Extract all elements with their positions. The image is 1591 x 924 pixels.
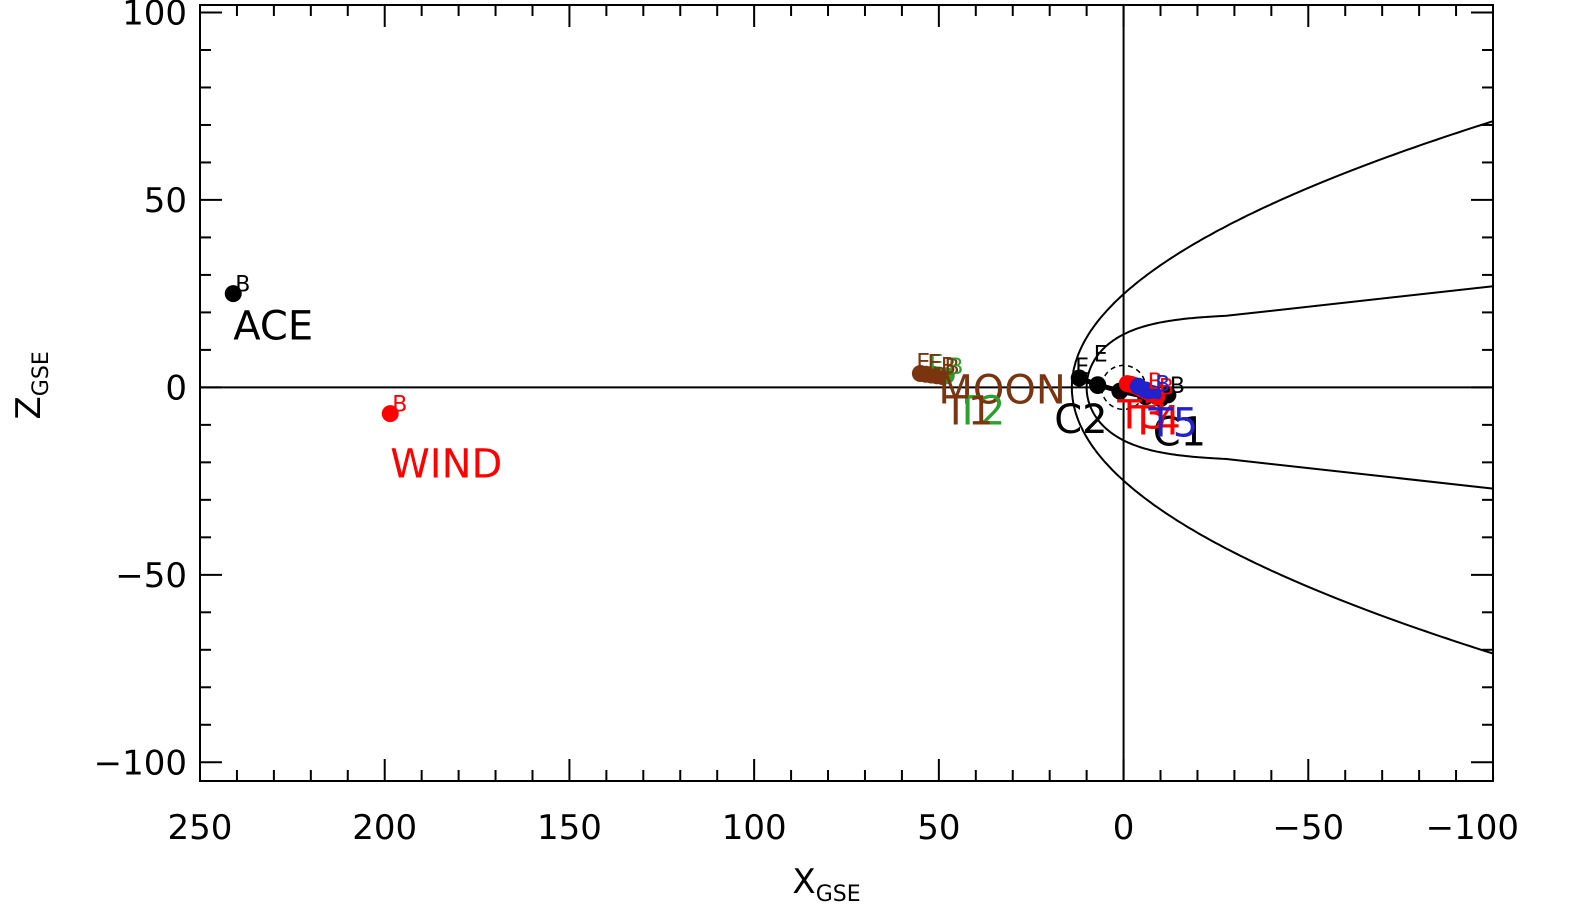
data-point-t1 (930, 366, 948, 384)
y-tick-label: 0 (165, 368, 187, 408)
spacecraft-name-c2: C2 (1054, 397, 1107, 443)
plot-frame (199, 4, 1494, 782)
x-tick-label: 0 (1113, 808, 1135, 848)
x-axis-title-main: X (792, 862, 815, 902)
spacecraft-points (224, 285, 1177, 423)
x-axis-title: XGSE (792, 862, 860, 907)
marker-label-e-moon: E (916, 351, 930, 376)
x-tick-label: 50 (917, 808, 960, 848)
y-tick-label: 50 (144, 181, 187, 221)
x-tick-label: 250 (168, 808, 233, 848)
y-axis-title-group: ZGSE (9, 351, 54, 419)
marker-label-b-t4: B (1148, 370, 1163, 395)
y-tick-label: −100 (94, 743, 187, 783)
spacecraft-name-t4: T4 (1130, 398, 1181, 444)
marker-label-b-ace: B (235, 273, 250, 298)
x-tick-label: 200 (352, 808, 417, 848)
x-tick-label: −50 (1272, 808, 1344, 848)
marker-label-e-t1: E (927, 352, 941, 377)
data-point-wind (381, 405, 399, 423)
spacecraft-name-t1: T1 (942, 389, 993, 435)
spacecraft-name-wind: WIND (390, 442, 502, 488)
spacecraft-name-c1: C1 (1153, 410, 1206, 456)
x-tick-label: 100 (722, 808, 787, 848)
y-axis-title: ZGSE (9, 351, 54, 419)
y-tick-label: −50 (115, 556, 187, 596)
data-point-c2 (1070, 369, 1088, 387)
marker-label-b-t2: B (948, 355, 963, 380)
spacecraft-name-moon: MOON (938, 368, 1065, 414)
spacecraft-name-ace: ACE (233, 304, 313, 350)
y-tick-label: 100 (122, 0, 187, 33)
y-axis-title-main: Z (9, 396, 49, 419)
y-tick-labels: 100 50 0 −50 −100 (94, 0, 187, 783)
spacecraft-name-t2: T2 (954, 388, 1005, 434)
x-tick-label: 150 (537, 808, 602, 848)
minor-ticks (200, 5, 1493, 781)
marker-label-b-c2: B (1170, 374, 1185, 399)
data-point-t5 (1144, 385, 1162, 403)
x-tick-label: −100 (1426, 808, 1519, 848)
marker-label-b-t5: B (1155, 373, 1170, 398)
spacecraft-name-t3: T3 (1116, 393, 1167, 439)
x-axis-title-sub: GSE (816, 882, 861, 907)
data-point-c1 (1089, 377, 1107, 395)
data-point-ace (224, 285, 242, 303)
x-tick-labels: 250 200 150 100 50 0 −50 −100 (168, 808, 1519, 848)
marker-label-e-c2: E (1075, 355, 1089, 380)
marker-label-b-t3: B (1159, 376, 1174, 401)
marker-label-e-t2: E (929, 351, 943, 376)
marker-label-e-c1: E (1094, 343, 1108, 368)
marker-label-b-moon: B (945, 356, 960, 381)
spacecraft-name-t5: T5 (1147, 400, 1198, 446)
marker-label-b-wind: B (392, 393, 407, 418)
marker-label-b-t1: B (941, 354, 956, 379)
y-axis-title-sub: GSE (29, 351, 54, 396)
